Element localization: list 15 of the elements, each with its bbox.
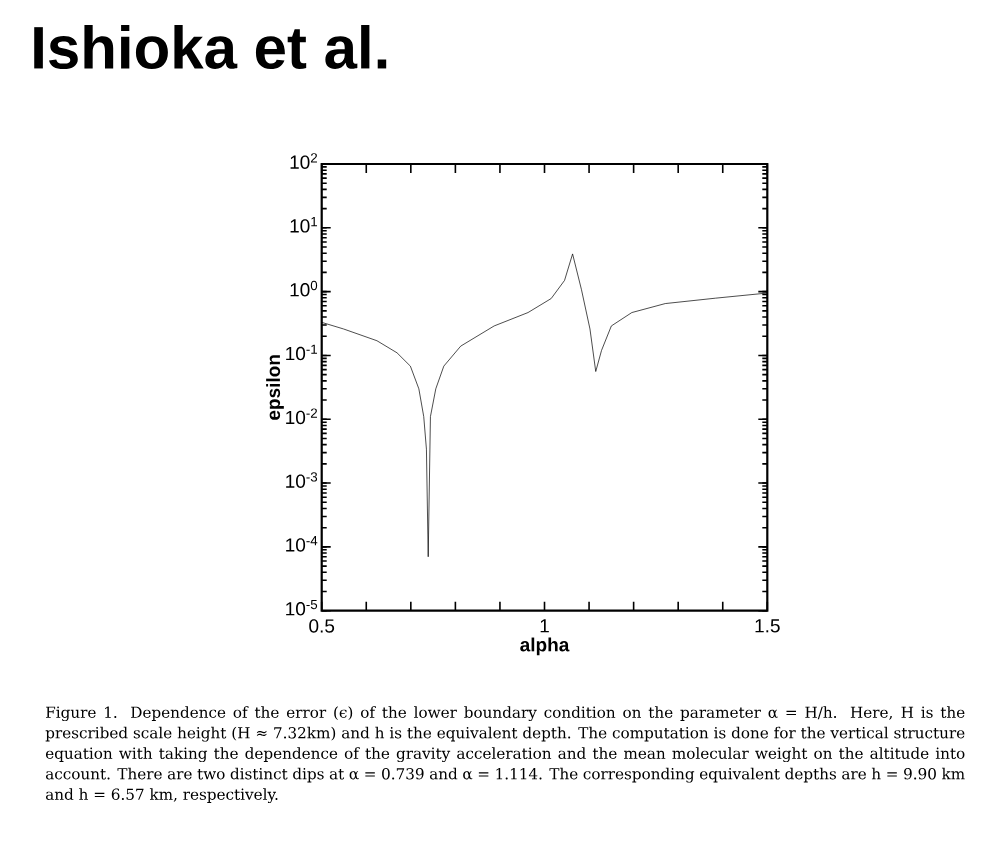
x-axis-title: alpha [520, 637, 570, 656]
y-tick-label: 10$^{-1}$ [286, 344, 318, 361]
chart-title: Ishioka et al. [34, 24, 387, 70]
y-tick-label: 10$^{-5}$ [286, 599, 318, 616]
x-tick-label: 1.5 [755, 619, 780, 633]
y-tick-label: 10$^{1}$ [290, 217, 318, 233]
y-tick-label: 10$^{0}$ [290, 280, 318, 297]
y-tick-label: 10$^{-4}$ [286, 536, 318, 552]
y-tick-label: 10$^{-2}$ [286, 408, 318, 425]
y-tick-label: 10$^{-3}$ [286, 472, 318, 488]
y-tick-label: 10$^{2}$ [290, 153, 318, 169]
caption: Figure 1. Dependence of the error (ϵ) of the lower boundary condition on the parameter α = H/h. Here, H is the prescribed scale height (H ≈ 7.32km) and h is the equivalent depth. The computation is done for the vertical structure equation with taking the dependence of the gravity acceleration and the mean molecular weight on the altitude into account. There are two distinct dips at α = 0.739 and α = 1.114. The corresponding equivalent depths are h = 9.90 km and h = 6.57 km, respectively. [45, 706, 965, 804]
x-tick-label: 0.5 [309, 619, 335, 633]
x-tick-label: 1 [540, 619, 549, 633]
y-axis-title: epsilon [266, 355, 284, 420]
